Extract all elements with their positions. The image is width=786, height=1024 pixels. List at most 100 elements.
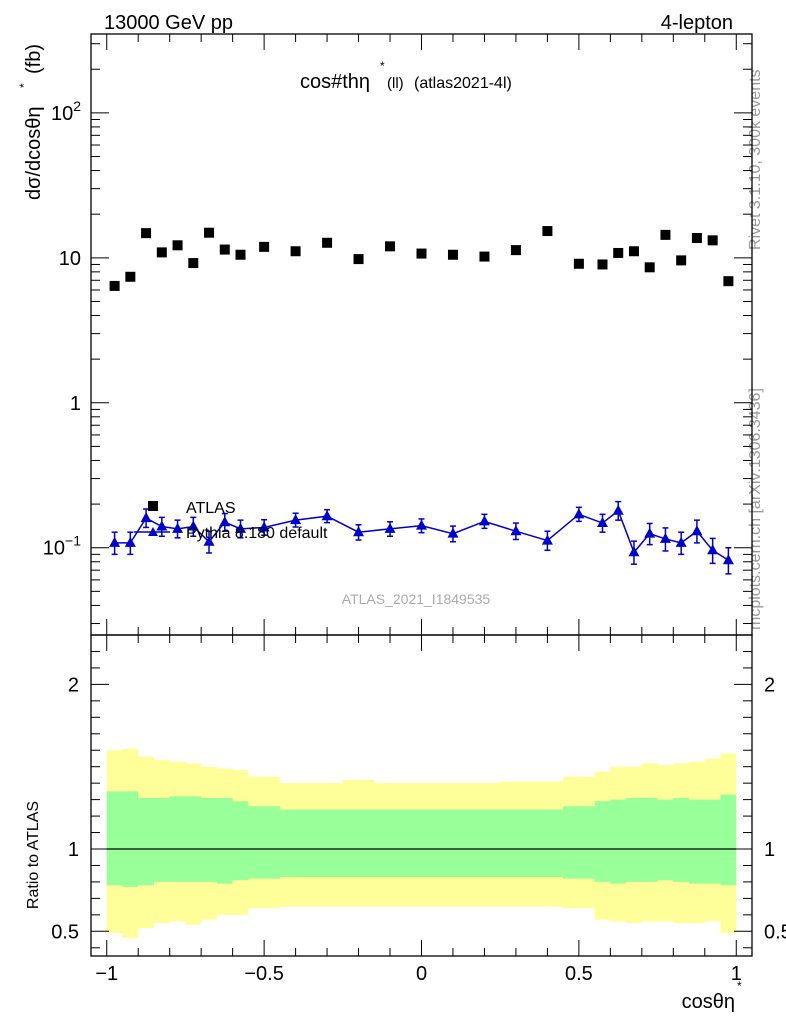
mc-point xyxy=(321,510,333,521)
y-tick-label: 1 xyxy=(70,393,81,415)
header-left: 13000 GeV pp xyxy=(104,12,233,34)
data-point xyxy=(204,227,215,238)
mc-point xyxy=(612,504,624,515)
mc-point xyxy=(290,514,302,525)
mc-point xyxy=(140,512,152,523)
mc-point xyxy=(510,525,522,536)
data-point xyxy=(385,241,396,252)
data-point xyxy=(235,249,246,260)
plot-title-main: cos#thη xyxy=(300,71,370,93)
main-ylabel-unit: (fb) xyxy=(23,44,45,74)
mc-point xyxy=(124,536,136,547)
data-point xyxy=(510,245,521,256)
ratio-y-tick-label-left: 2 xyxy=(68,674,79,696)
mc-point xyxy=(722,554,734,565)
header-right: 4-lepton xyxy=(661,12,733,34)
data-point xyxy=(660,229,671,240)
mc-point xyxy=(353,526,365,537)
analysis-watermark: ATLAS_2021_I1849535 xyxy=(342,591,491,607)
mc-point xyxy=(447,527,459,538)
data-point xyxy=(644,262,655,273)
mc-point xyxy=(675,536,687,547)
mcplots-text: mcplots.cern.ch [arXiv:1306.3436] xyxy=(747,388,764,630)
legend-data-marker xyxy=(148,501,158,511)
data-point xyxy=(125,271,136,282)
xlabel-main: cosθη xyxy=(682,991,735,1013)
data-point xyxy=(188,258,199,269)
data-point xyxy=(109,280,120,291)
data-point xyxy=(479,251,490,262)
y-tick-label: 10 xyxy=(59,248,81,270)
x-tick-label: 0 xyxy=(416,963,427,985)
mc-point xyxy=(644,527,656,538)
main-axes: 10−1 1 10 102 xyxy=(43,33,753,636)
data-point xyxy=(707,235,718,246)
mc-point xyxy=(596,517,608,528)
data-point xyxy=(156,247,167,258)
data-point xyxy=(542,226,553,237)
mc-point xyxy=(235,522,247,533)
main-ylabel-main: dσ/dcosθη xyxy=(23,106,45,200)
ratio-y-tick-label-right: 0.5 xyxy=(764,921,786,943)
data-point xyxy=(290,246,301,257)
data-point xyxy=(613,247,624,258)
mc-point xyxy=(416,519,427,530)
x-tick-label: −1 xyxy=(95,963,118,985)
data-point xyxy=(447,249,458,260)
x-tick-label: 0.5 xyxy=(565,963,593,985)
data-point xyxy=(172,240,183,251)
y-tick-label: 102 xyxy=(51,98,81,125)
x-tick-label: −0.5 xyxy=(244,963,283,985)
x-axis-label: cosθη * xyxy=(682,979,742,1013)
mc-point xyxy=(187,520,199,531)
legend: ATLAS Pythia 8.180 default xyxy=(134,500,328,542)
mc-point xyxy=(219,516,231,527)
data-series xyxy=(109,226,734,291)
ratio-y-tick-label-right: 2 xyxy=(764,674,775,696)
data-point xyxy=(322,237,333,248)
ratio-y-tick-label-left: 0.5 xyxy=(51,921,79,943)
data-point xyxy=(628,246,639,257)
plot-title-sub: (ll) xyxy=(387,75,404,92)
main-y-axis-label: dσ/dcosθη * (fb) xyxy=(17,44,45,200)
mc-point xyxy=(258,521,270,532)
legend-data-label: ATLAS xyxy=(186,500,236,517)
data-point xyxy=(723,276,734,287)
mc-point xyxy=(659,532,671,543)
mc-point xyxy=(203,535,215,546)
ratio-y-axis-label: Ratio to ATLAS xyxy=(25,801,42,909)
y-tick-label: 10−1 xyxy=(43,533,81,560)
data-point xyxy=(691,233,702,244)
data-point xyxy=(259,241,270,252)
main-ylabel-sup: * xyxy=(17,83,31,88)
data-point xyxy=(416,248,427,259)
rivet-version-text: Rivet 3.1.10, 300k events xyxy=(747,69,764,250)
ratio-y-tick-label-right: 1 xyxy=(764,839,775,861)
mc-point xyxy=(707,544,719,555)
legend-mc-label: Pythia 8.180 default xyxy=(186,525,328,542)
mc-point xyxy=(478,515,490,526)
mc-point xyxy=(172,522,184,533)
data-point xyxy=(353,254,364,265)
data-point xyxy=(141,228,152,239)
data-point xyxy=(597,259,608,270)
mc-point xyxy=(109,536,121,547)
mc-point xyxy=(691,525,703,536)
ratio-axes: −1 −0.5 0 0.5 1 0.5 0.5 1 1 2 2 xyxy=(51,634,786,985)
mc-point xyxy=(541,534,553,545)
mc-point xyxy=(573,508,585,519)
ratio-y-tick-label-left: 1 xyxy=(68,839,79,861)
plot-title-tag: (atlas2021-4l) xyxy=(414,75,512,92)
data-point xyxy=(676,255,687,266)
main-frame xyxy=(90,33,753,636)
mc-point xyxy=(156,520,168,531)
data-point xyxy=(573,258,584,269)
xlabel-sup: * xyxy=(737,979,742,993)
data-point xyxy=(219,244,230,255)
legend-mc-marker xyxy=(148,527,158,536)
mc-point xyxy=(384,522,396,533)
ratio-band-inner xyxy=(106,791,737,887)
ratio-bands xyxy=(106,748,737,938)
mc-series xyxy=(109,500,734,575)
